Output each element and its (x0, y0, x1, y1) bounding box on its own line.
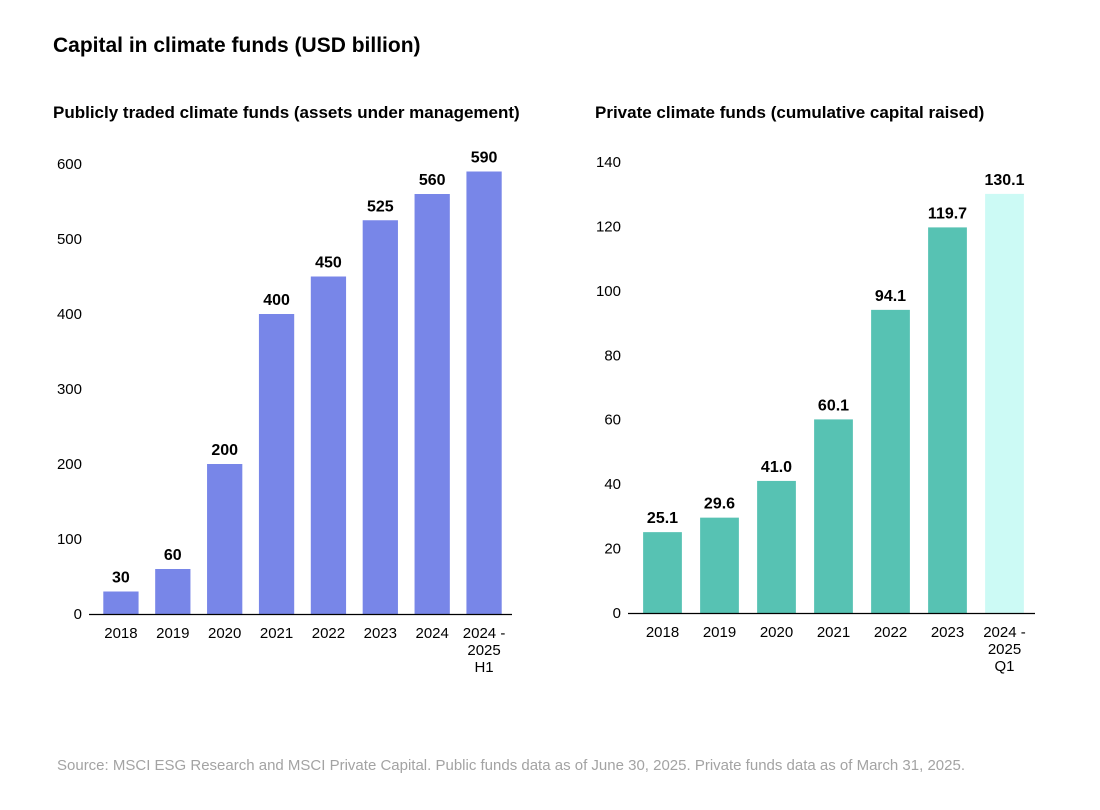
x-tick-label: 2020 (208, 625, 241, 642)
bar (814, 419, 853, 613)
bar (928, 227, 967, 613)
bar (466, 171, 502, 614)
y-tick-label: 140 (596, 154, 621, 171)
data-label: 60.1 (818, 397, 849, 414)
data-label: 560 (419, 172, 446, 189)
data-label: 525 (367, 198, 394, 215)
y-tick-label: 0 (613, 605, 621, 622)
bar (103, 591, 139, 614)
x-tick-label: 2019 (703, 624, 736, 641)
y-tick-label: 0 (74, 606, 82, 623)
source-note: Source: MSCI ESG Research and MSCI Priva… (57, 757, 965, 774)
data-label: 450 (315, 255, 342, 272)
y-tick-label: 80 (604, 347, 621, 364)
y-tick-label: 400 (57, 306, 82, 323)
bar (757, 480, 796, 613)
data-label: 590 (471, 150, 498, 167)
data-label: 60 (164, 547, 182, 564)
x-tick-label: 2022 (312, 625, 345, 642)
x-tick-label: 2021 (817, 624, 850, 641)
data-label: 130.1 (984, 172, 1024, 189)
y-tick-label: 100 (596, 283, 621, 300)
bar (414, 194, 450, 614)
bar (207, 464, 243, 614)
x-tick-label: 2018 (104, 625, 137, 642)
data-label: 25.1 (647, 510, 678, 527)
y-tick-label: 600 (57, 156, 82, 173)
x-tick-label: 2023 (931, 624, 964, 641)
bar (871, 309, 910, 613)
y-tick-label: 40 (604, 476, 621, 493)
bar (258, 314, 295, 614)
x-tick-label: 2022 (874, 624, 907, 641)
bar (155, 569, 191, 614)
x-tick-label: 2020 (760, 624, 793, 641)
x-tick-label: 2019 (156, 625, 189, 642)
bar (310, 276, 347, 614)
data-label: 29.6 (704, 496, 735, 513)
y-tick-label: 60 (604, 412, 621, 429)
right-chart-title: Private climate funds (cumulative capita… (595, 103, 985, 122)
left-chart-title: Publicly traded climate funds (assets un… (53, 103, 520, 122)
x-tick-label: 2024 (416, 625, 449, 642)
data-label: 94.1 (875, 288, 906, 305)
bar (643, 532, 682, 613)
x-tick-label: 2024 -2025 Q1 (983, 624, 1026, 675)
y-tick-label: 500 (57, 231, 82, 248)
y-tick-label: 300 (57, 381, 82, 398)
data-label: 400 (263, 292, 290, 309)
x-tick-label: 2021 (260, 625, 293, 642)
page-title: Capital in climate funds (USD billion) (53, 34, 421, 57)
data-label: 119.7 (928, 205, 967, 222)
x-tick-label: 2024 -2025 H1 (463, 625, 506, 676)
x-tick-label: 2023 (364, 625, 397, 642)
data-label: 30 (112, 570, 130, 587)
x-tick-label: 2018 (646, 624, 679, 641)
y-tick-label: 100 (57, 531, 82, 548)
bar (985, 193, 1024, 613)
bar (362, 220, 398, 614)
y-tick-label: 20 (604, 541, 621, 558)
bar (700, 517, 739, 613)
data-label: 200 (211, 442, 238, 459)
data-label: 41.0 (761, 459, 792, 476)
y-tick-label: 200 (57, 456, 82, 473)
y-tick-label: 120 (596, 218, 621, 235)
